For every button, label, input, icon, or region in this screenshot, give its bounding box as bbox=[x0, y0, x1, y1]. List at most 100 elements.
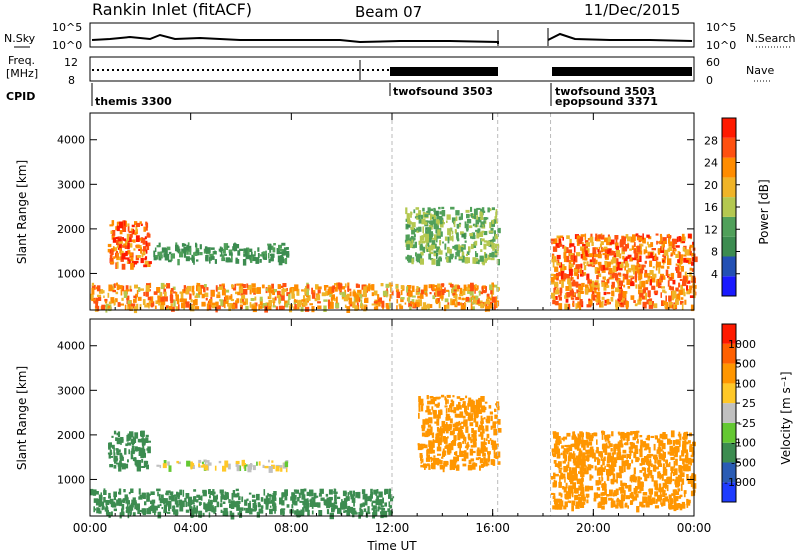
data-cell bbox=[457, 427, 463, 434]
data-cell bbox=[455, 299, 458, 306]
data-cell bbox=[446, 426, 449, 434]
data-cell bbox=[601, 282, 605, 287]
data-cell bbox=[622, 291, 627, 298]
data-cell bbox=[222, 465, 227, 472]
data-cell bbox=[636, 245, 641, 253]
colorbar-tick-label: 16 bbox=[704, 201, 718, 214]
data-cell bbox=[426, 211, 429, 214]
data-cell bbox=[626, 236, 631, 242]
data-cell bbox=[426, 449, 429, 457]
data-cell bbox=[296, 288, 300, 296]
data-cell bbox=[679, 433, 682, 441]
data-cell bbox=[558, 296, 562, 301]
data-cell bbox=[581, 443, 584, 448]
data-cell bbox=[251, 287, 256, 293]
data-cell bbox=[115, 462, 118, 465]
data-cell bbox=[641, 457, 645, 465]
data-cell bbox=[634, 478, 636, 483]
data-cell bbox=[199, 512, 202, 518]
data-cell bbox=[688, 499, 691, 506]
data-cell bbox=[251, 256, 253, 261]
data-cell bbox=[460, 443, 462, 448]
data-cell bbox=[641, 482, 644, 487]
data-cell bbox=[307, 295, 311, 301]
data-cell bbox=[176, 460, 179, 464]
data-cell bbox=[612, 473, 616, 480]
data-cell bbox=[226, 245, 230, 248]
data-cell bbox=[613, 457, 617, 463]
data-cell bbox=[591, 258, 596, 265]
data-cell bbox=[452, 245, 456, 249]
data-cell bbox=[579, 450, 583, 457]
data-cell bbox=[255, 257, 260, 264]
data-cell bbox=[239, 248, 244, 251]
data-cell bbox=[405, 234, 409, 241]
data-cell bbox=[431, 432, 435, 438]
data-cell bbox=[221, 299, 226, 307]
data-cell bbox=[583, 261, 586, 264]
data-cell bbox=[100, 492, 102, 496]
data-cell bbox=[604, 489, 607, 496]
data-cell bbox=[388, 501, 391, 507]
data-cell bbox=[648, 463, 651, 470]
data-cell bbox=[242, 259, 247, 266]
data-cell bbox=[323, 285, 329, 288]
data-cell bbox=[458, 256, 463, 260]
data-cell bbox=[585, 465, 587, 471]
data-cell bbox=[425, 304, 428, 310]
data-cell bbox=[307, 509, 310, 516]
data-cell bbox=[661, 455, 665, 459]
data-cell bbox=[470, 444, 476, 448]
data-cell bbox=[637, 255, 642, 262]
data-cell bbox=[635, 476, 637, 483]
data-cell bbox=[485, 461, 488, 467]
data-cell bbox=[659, 435, 664, 439]
data-cell bbox=[657, 459, 662, 465]
data-cell bbox=[437, 229, 441, 236]
data-cell bbox=[473, 208, 478, 215]
data-cell bbox=[186, 460, 191, 467]
freq-panel: Freq. [MHz] 12 8 60 0 Nave bbox=[6, 54, 774, 87]
data-cell bbox=[278, 298, 281, 305]
data-cell bbox=[639, 501, 644, 507]
data-cell bbox=[389, 505, 393, 509]
data-cell bbox=[269, 306, 272, 311]
data-cell bbox=[625, 244, 629, 249]
data-cell bbox=[629, 455, 631, 459]
data-cell bbox=[337, 282, 341, 286]
data-cell bbox=[675, 458, 678, 466]
data-cell bbox=[412, 237, 416, 241]
data-cell bbox=[373, 290, 378, 296]
data-cell bbox=[454, 229, 457, 233]
nsky-tick-top: 10^5 bbox=[52, 21, 82, 34]
data-cell bbox=[590, 446, 594, 453]
data-cell bbox=[612, 468, 615, 472]
data-cell bbox=[225, 511, 229, 517]
data-cell bbox=[689, 267, 693, 271]
nsky-trace-late bbox=[547, 32, 693, 42]
data-cell bbox=[460, 450, 466, 454]
data-cell bbox=[473, 214, 477, 220]
feature-near-range-band bbox=[90, 282, 500, 314]
data-cell bbox=[656, 280, 659, 287]
data-cell bbox=[385, 303, 389, 308]
data-cell bbox=[318, 510, 323, 517]
data-cell bbox=[347, 512, 351, 516]
data-cell bbox=[247, 465, 252, 473]
nsky-tick-bottom: 10^0 bbox=[52, 39, 82, 52]
data-cell bbox=[364, 500, 368, 506]
data-cell bbox=[658, 442, 661, 449]
data-cell bbox=[359, 294, 363, 299]
data-cell bbox=[553, 443, 558, 451]
data-cell bbox=[450, 298, 453, 306]
data-cell bbox=[213, 250, 216, 255]
data-cell bbox=[607, 236, 611, 243]
data-cell bbox=[127, 242, 130, 250]
data-cell bbox=[376, 495, 379, 501]
data-cell bbox=[601, 266, 604, 272]
data-cell bbox=[557, 461, 562, 467]
data-cell bbox=[481, 207, 485, 213]
data-cell bbox=[585, 432, 590, 435]
data-cell bbox=[608, 443, 613, 447]
data-cell bbox=[400, 285, 404, 290]
